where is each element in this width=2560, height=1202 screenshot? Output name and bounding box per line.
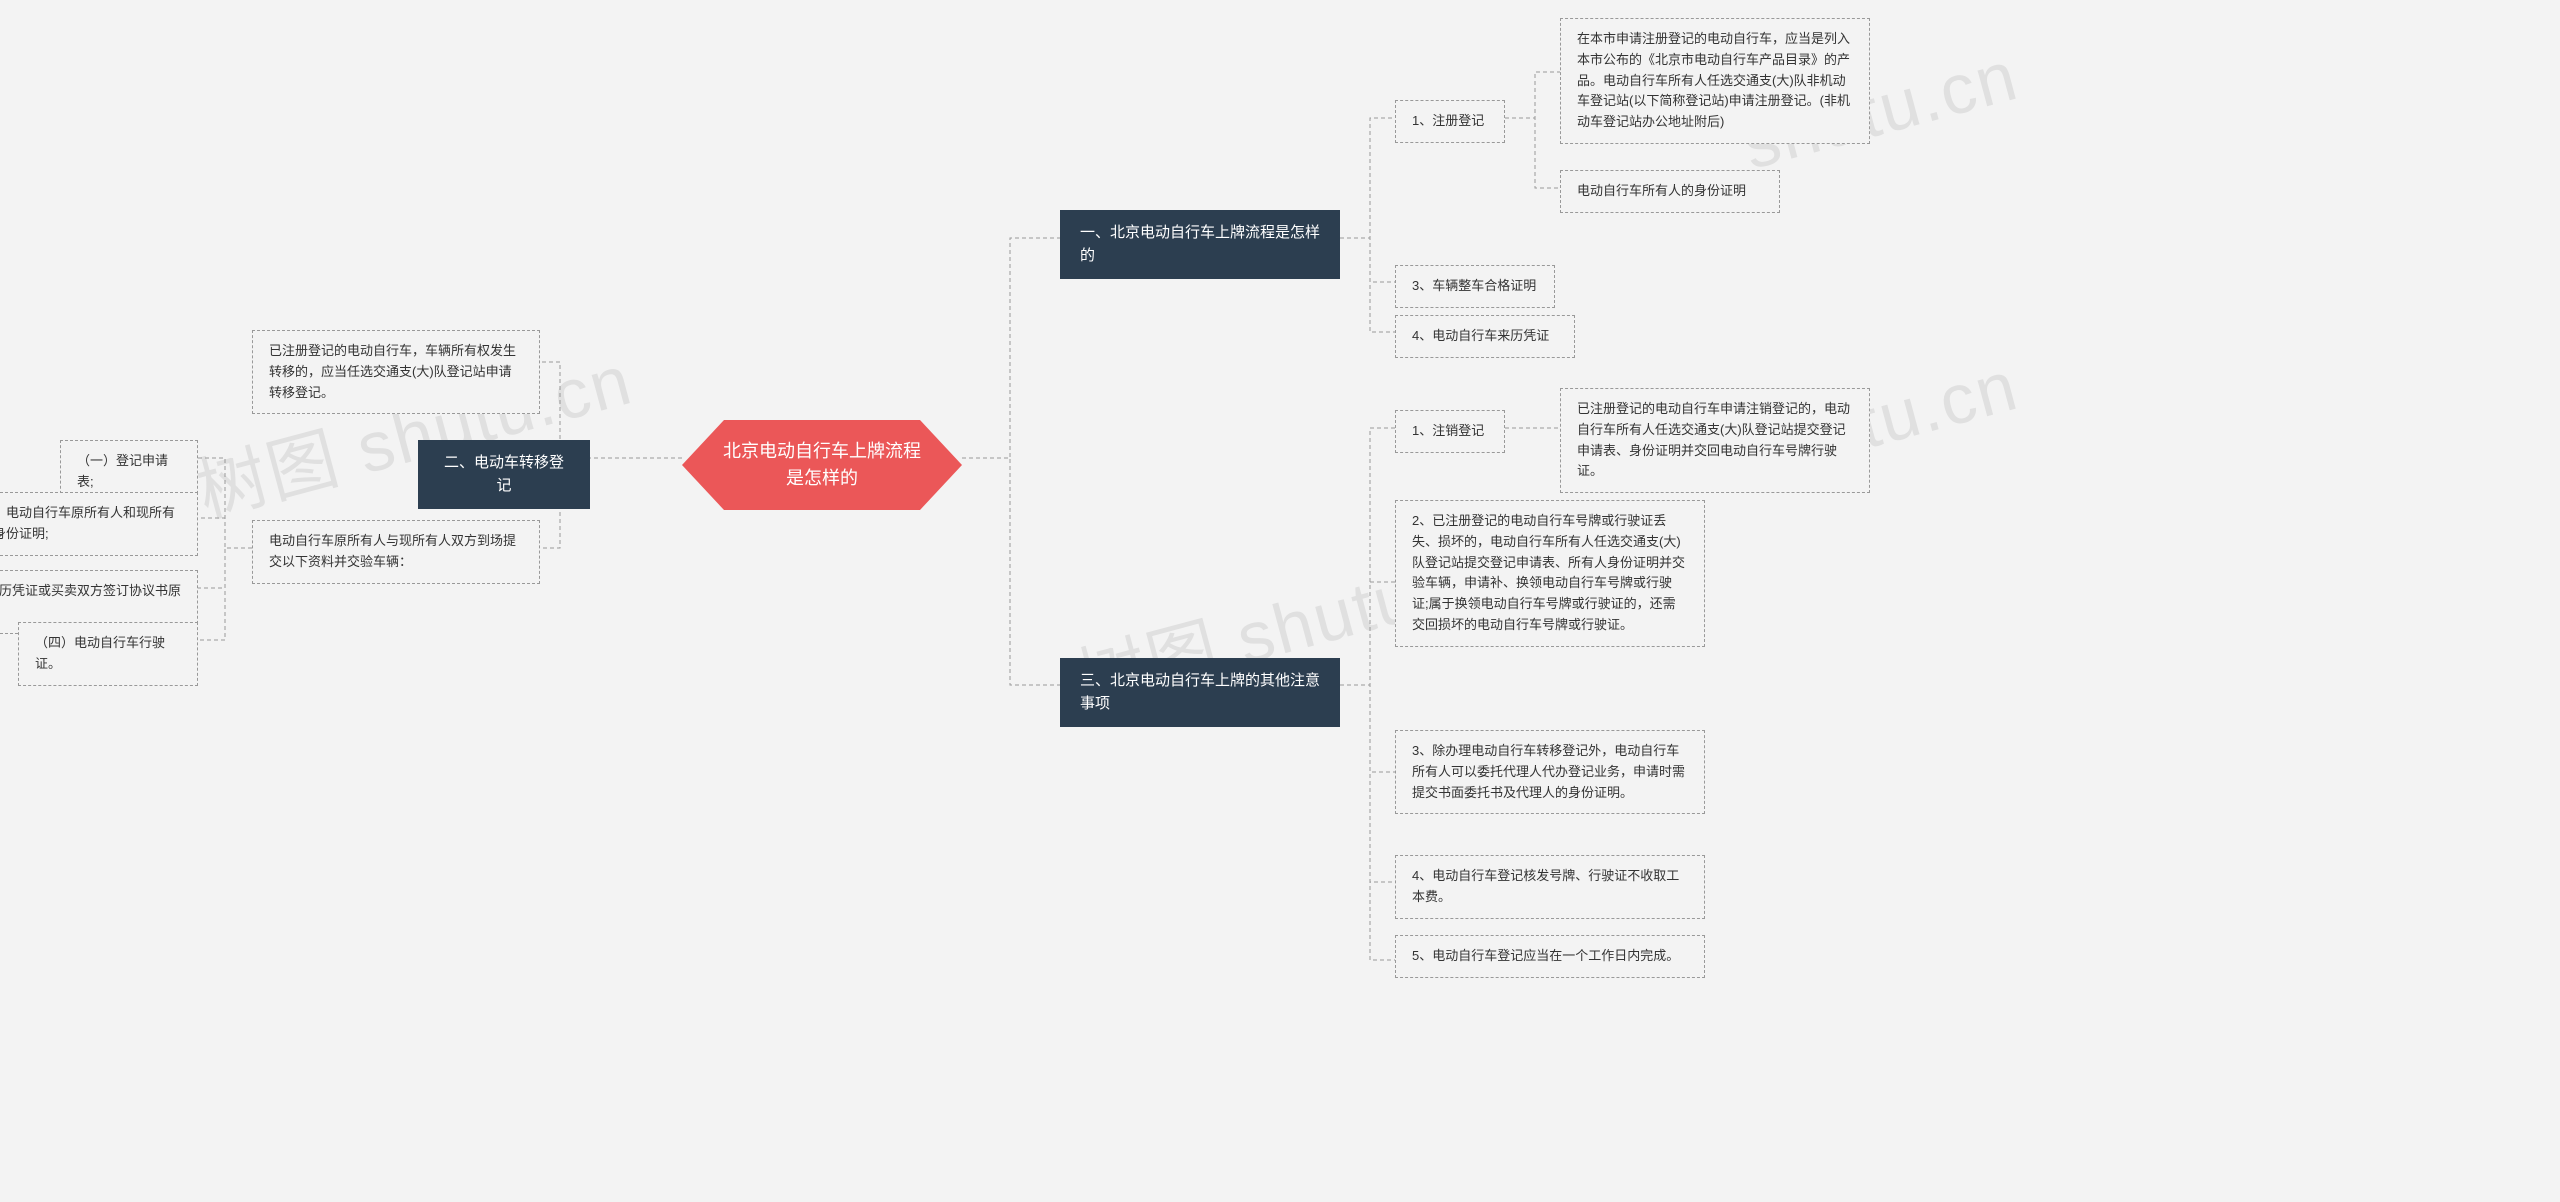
root-title-line2: 是怎样的 <box>786 468 858 488</box>
detail-s3-d4: 4、电动自行车登记核发号牌、行驶证不收取工本费。 <box>1395 855 1705 919</box>
section-1: 一、北京电动自行车上牌流程是怎样的 <box>1060 210 1340 279</box>
section-1-title: 一、北京电动自行车上牌流程是怎样的 <box>1080 224 1320 264</box>
root-node: 北京电动自行车上牌流程 是怎样的 <box>682 420 962 510</box>
section-3-title: 三、北京电动自行车上牌的其他注意事项 <box>1080 672 1320 712</box>
section-2-title: 二、电动车转移登记 <box>444 454 564 494</box>
detail-s3-d3: 3、除办理电动自行车转移登记外，电动自行车所有人可以委托代理人代办登记业务，申请… <box>1395 730 1705 814</box>
detail-s2-d2b: （二）电动自行车原所有人和现所有人的身份证明; <box>0 492 198 556</box>
detail-s1-d3: 3、车辆整车合格证明 <box>1395 265 1555 308</box>
detail-s1-d1: 1、注册登记 <box>1395 100 1505 143</box>
detail-s3-d1: 1、注销登记 <box>1395 410 1505 453</box>
detail-s2-d1: 已注册登记的电动自行车，车辆所有权发生转移的，应当任选交通支(大)队登记站申请转… <box>252 330 540 414</box>
detail-s1-d1b: 电动自行车所有人的身份证明 <box>1560 170 1780 213</box>
detail-s2-d2: 电动自行车原所有人与现所有人双方到场提交以下资料并交验车辆： <box>252 520 540 584</box>
detail-s1-d4: 4、电动自行车来历凭证 <box>1395 315 1575 358</box>
section-3: 三、北京电动自行车上牌的其他注意事项 <box>1060 658 1340 727</box>
detail-s3-d2: 2、已注册登记的电动自行车号牌或行驶证丢失、损坏的，电动自行车所有人任选交通支(… <box>1395 500 1705 647</box>
detail-s1-d1a: 在本市申请注册登记的电动自行车，应当是列入本市公布的《北京市电动自行车产品目录》… <box>1560 18 1870 144</box>
section-2: 二、电动车转移登记 <box>418 440 590 509</box>
connector-layer <box>0 0 2560 1202</box>
detail-s2-d2d: （四）电动自行车行驶证。 <box>18 622 198 686</box>
root-title-line1: 北京电动自行车上牌流程 <box>723 441 921 461</box>
detail-s3-d1a: 已注册登记的电动自行车申请注销登记的，电动自行车所有人任选交通支(大)队登记站提… <box>1560 388 1870 493</box>
detail-s3-d5: 5、电动自行车登记应当在一个工作日内完成。 <box>1395 935 1705 978</box>
